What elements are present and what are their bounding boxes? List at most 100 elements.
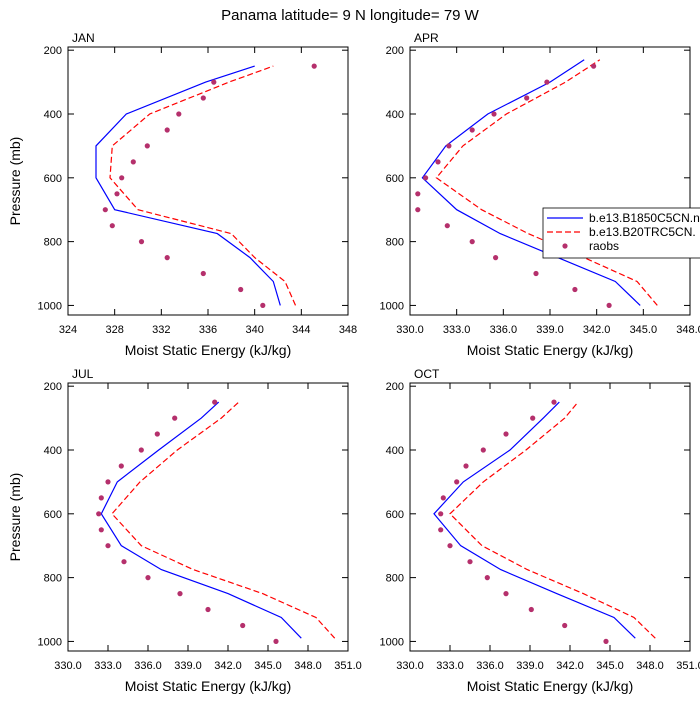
raobs-point [154, 431, 160, 437]
y-axis-label: Pressure (mb) [7, 137, 23, 226]
y-tick-label: 600 [386, 173, 404, 185]
raobs-point [311, 63, 317, 69]
x-tick-label: 333.0 [443, 324, 471, 336]
raobs-point [144, 143, 150, 149]
y-tick-label: 200 [44, 381, 62, 393]
panel-jan: 324 328 332 336 340 344 348 200 400 600 800 1000 JAN… [7, 31, 357, 358]
series-line-1 [421, 59, 641, 306]
raobs-point [177, 591, 183, 597]
x-tick-label: 339.0 [516, 660, 544, 672]
series-line-2 [109, 65, 297, 306]
x-axis-label: Moist Static Energy (kJ/kg) [125, 342, 292, 358]
y-tick-label: 1000 [380, 636, 404, 648]
raobs-point [105, 479, 111, 485]
raobs-point [415, 207, 421, 213]
raobs-point [438, 511, 444, 517]
y-tick-label: 200 [44, 45, 62, 57]
series-line-2 [111, 401, 336, 639]
x-axis-label: Moist Static Energy (kJ/kg) [467, 342, 634, 358]
raobs-point [524, 95, 530, 101]
raobs-point [551, 399, 557, 405]
panel-apr: 330.0 333.0 336.0 339.0 342.0 345.0 348.0 200 40… [380, 31, 700, 358]
raobs-point [606, 302, 612, 308]
raobs-point [480, 447, 486, 453]
x-tick-label: 336 [199, 324, 217, 336]
raobs-point [491, 111, 497, 117]
raobs-point [211, 79, 217, 85]
x-tick-label: 345.0 [630, 324, 658, 336]
y-tick-label: 1000 [380, 300, 404, 312]
raobs-point [503, 591, 509, 597]
y-tick-label: 400 [386, 109, 404, 121]
y-tick-label: 800 [386, 573, 404, 585]
x-tick-label: 345.0 [596, 660, 624, 672]
legend-label: b.e13.B1850C5CN.n [589, 211, 700, 225]
raobs-point [138, 239, 145, 245]
y-tick-label: 400 [44, 445, 62, 457]
x-tick-label: 333.0 [94, 660, 122, 672]
raobs-point [447, 543, 453, 549]
y-tick-label: 400 [44, 109, 62, 121]
raobs-point [444, 223, 450, 229]
raobs-point [562, 622, 568, 629]
x-axis-label: Moist Static Energy (kJ/kg) [125, 678, 292, 694]
x-tick-label: 348.0 [676, 324, 700, 336]
raobs-point [98, 527, 104, 533]
y-tick-label: 1000 [38, 300, 62, 312]
y-tick-label: 200 [386, 45, 404, 57]
raobs-point [164, 127, 170, 133]
raobs-point [572, 286, 578, 293]
raobs-point [205, 606, 211, 613]
x-tick-label: 332 [152, 324, 170, 336]
x-tick-label: 348.0 [294, 660, 322, 672]
panel-title: APR [414, 31, 439, 45]
x-tick-label: 330.0 [396, 660, 424, 672]
x-tick-label: 330.0 [396, 324, 424, 336]
raobs-point [260, 302, 266, 308]
raobs-point [467, 559, 473, 565]
x-tick-label: 351.0 [676, 660, 700, 672]
raobs-point [212, 399, 218, 405]
raobs-point [503, 431, 509, 437]
legend-box [542, 207, 700, 259]
y-tick-label: 800 [44, 573, 62, 585]
x-tick-label: 344 [292, 324, 310, 336]
x-tick-label: 348 [339, 324, 357, 336]
x-tick-label: 330.0 [54, 660, 82, 672]
series-line-2 [435, 59, 658, 306]
raobs-point [273, 638, 279, 645]
x-tick-label: 336.0 [490, 324, 518, 336]
figure-title: Panama latitude= 9 N longitude= 79 W [221, 7, 480, 24]
y-tick-label: 600 [44, 509, 62, 521]
raobs-point [438, 527, 444, 533]
raobs-point [591, 63, 597, 69]
raobs-point [493, 255, 499, 261]
y-axis-label: Pressure (mb) [7, 473, 23, 562]
raobs-point [109, 223, 115, 229]
x-tick-label: 342.0 [556, 660, 584, 672]
y-tick-label: 600 [44, 173, 62, 185]
plot-frame [67, 46, 349, 316]
raobs-point [530, 415, 536, 421]
x-tick-label: 324 [59, 324, 77, 336]
raobs-point [98, 495, 104, 501]
x-tick-label: 328 [105, 324, 123, 336]
series-line-1 [100, 401, 302, 639]
raobs-point [114, 191, 120, 197]
raobs-point [435, 159, 441, 165]
plot-frame [409, 382, 691, 652]
raobs-point [469, 239, 475, 245]
raobs-point [463, 463, 469, 469]
raobs-point [118, 463, 124, 469]
series-line-1 [95, 65, 281, 306]
y-tick-label: 400 [386, 445, 404, 457]
y-tick-label: 600 [386, 509, 404, 521]
raobs-point [200, 270, 206, 277]
panel-title: JUL [72, 367, 94, 381]
raobs-point [603, 638, 609, 645]
raobs-point [469, 127, 475, 133]
raobs-point [119, 175, 125, 181]
x-tick-label: 339.0 [536, 324, 564, 336]
plot-frame [67, 382, 349, 652]
